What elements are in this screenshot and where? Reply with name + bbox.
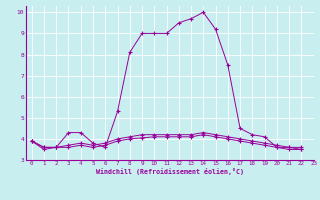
X-axis label: Windchill (Refroidissement éolien,°C): Windchill (Refroidissement éolien,°C): [96, 168, 244, 175]
